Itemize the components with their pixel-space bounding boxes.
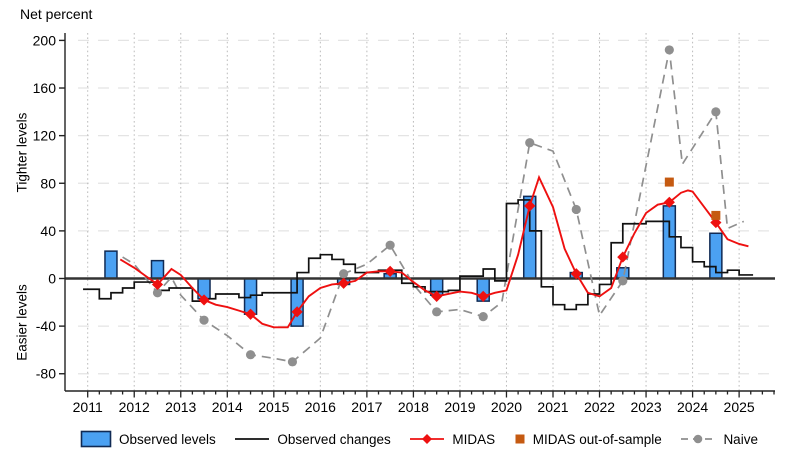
midas-marker <box>384 265 396 277</box>
legend-label: Naive <box>723 431 758 447</box>
naive-marker <box>199 315 209 325</box>
midas-oos-swatch-icon <box>515 434 525 444</box>
legend-label: MIDAS out-of-sample <box>532 431 662 447</box>
observed-levels-swatch-icon <box>80 430 112 448</box>
legend-item-midas-oos: MIDAS out-of-sample <box>514 432 662 447</box>
naive-line <box>122 49 745 363</box>
x-tick-label: 2014 <box>212 399 243 415</box>
naive-marker <box>664 45 674 55</box>
midas-oos-marker <box>664 177 674 187</box>
x-tick-label: 2019 <box>444 399 475 415</box>
x-tick-label: 2025 <box>724 399 755 415</box>
legend-label: Observed levels <box>119 431 216 447</box>
x-tick-label: 2020 <box>491 399 522 415</box>
legend-item-observed-levels: Observed levels <box>80 430 216 448</box>
midas-marker <box>431 290 443 302</box>
observed-changes-swatch-icon <box>235 438 270 440</box>
bar-observed-level <box>150 259 165 280</box>
legend-item-midas: MIDAS <box>409 432 495 447</box>
midas-marker <box>151 278 164 291</box>
midas-marker <box>244 308 257 320</box>
x-tick-label: 2023 <box>630 399 661 415</box>
x-tick-label: 2013 <box>165 399 196 415</box>
x-tick-label: 2024 <box>677 399 708 415</box>
y-axis-title: Net percent <box>20 6 93 22</box>
y-tick-label: 80 <box>40 175 56 191</box>
midas-line <box>119 174 749 329</box>
legend-label: MIDAS <box>452 431 496 447</box>
midas-marker <box>617 251 629 263</box>
y-tick-label: 120 <box>33 128 57 144</box>
x-tick-label: 2017 <box>351 399 382 415</box>
y-axis-label-easier: Easier levels <box>14 284 30 361</box>
naive-marker <box>571 204 581 215</box>
x-tick-label: 2015 <box>258 399 289 415</box>
midas-marker <box>524 200 536 212</box>
observed-changes-step <box>83 199 754 311</box>
naive-marker <box>618 276 628 286</box>
naive-marker <box>478 311 488 322</box>
legend-label: Observed changes <box>277 431 391 447</box>
x-tick-label: 2018 <box>398 399 429 415</box>
x-tick-label: 2016 <box>305 399 336 415</box>
naive-marker <box>711 107 721 117</box>
y-axis-label-tighter: Tighter levels <box>14 112 30 193</box>
naive-marker <box>339 269 349 279</box>
midas-marker <box>663 196 675 208</box>
naive-marker <box>385 240 395 250</box>
midas-marker <box>570 268 582 280</box>
midas-marker <box>338 277 350 289</box>
legend: Observed levels Observed changes MIDAS M… <box>80 430 758 448</box>
y-tick-label: 160 <box>33 80 57 96</box>
bar-observed-level <box>104 250 118 280</box>
y-tick-label: 200 <box>33 32 57 48</box>
naive-marker <box>245 350 256 360</box>
x-tick-label: 2021 <box>537 399 568 415</box>
y-tick-label: -40 <box>36 318 56 334</box>
x-tick-label: 2012 <box>119 399 150 415</box>
naive-marker <box>287 357 298 367</box>
midas-swatch-icon <box>410 434 445 444</box>
midas-marker <box>291 306 303 318</box>
legend-item-naive: Naive <box>680 432 758 447</box>
legend-item-observed-changes: Observed changes <box>234 431 391 447</box>
bar-observed-level <box>662 205 677 280</box>
naive-marker <box>152 288 163 298</box>
naive-marker <box>525 138 535 148</box>
midas-marker <box>198 294 210 306</box>
naive-swatch-icon <box>681 434 716 444</box>
x-tick-label: 2022 <box>584 399 615 415</box>
y-tick-label: 40 <box>40 223 56 239</box>
midas-marker <box>477 290 489 302</box>
naive-marker <box>432 307 442 317</box>
x-tick-label: 2011 <box>73 399 103 415</box>
midas-oos-marker <box>711 210 721 220</box>
y-tick-label: 0 <box>48 271 56 287</box>
y-tick-label: -80 <box>36 366 56 382</box>
